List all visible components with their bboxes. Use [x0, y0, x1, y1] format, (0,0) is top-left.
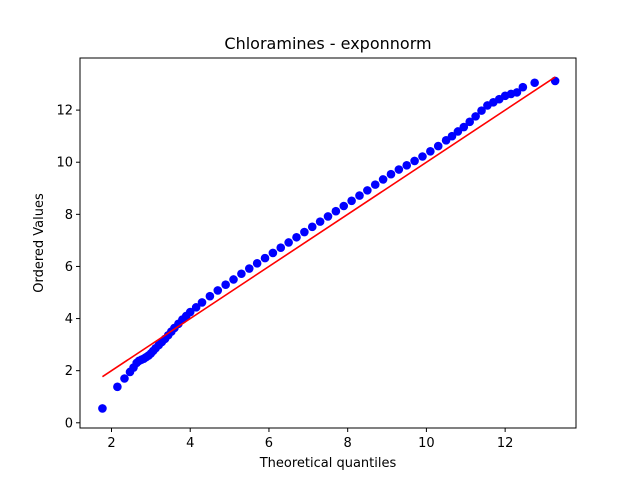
data-point [471, 112, 480, 121]
y-axis: 0 2 4 6 8 10 12 [56, 104, 80, 431]
data-point [402, 161, 412, 170]
data-point [477, 106, 486, 115]
data-point [363, 186, 372, 195]
data-point [453, 127, 463, 136]
data-point [300, 227, 309, 237]
data-point [315, 217, 325, 226]
data-point [213, 286, 223, 295]
x-tick-label: 2 [107, 436, 115, 451]
data-point [237, 269, 246, 279]
data-point [292, 232, 301, 242]
data-point [191, 303, 201, 312]
data-point [307, 222, 317, 232]
data-point [418, 152, 427, 161]
data-point [221, 280, 230, 289]
x-axis: 2 4 6 8 10 12 [107, 428, 513, 451]
data-point [268, 248, 278, 258]
data-point [459, 122, 469, 132]
data-point [347, 196, 356, 206]
x-axis-label: Theoretical quantiles [259, 456, 397, 471]
data-point [185, 307, 195, 317]
y-tick-label: 4 [65, 312, 73, 327]
data-point [512, 88, 522, 97]
data-point [331, 206, 341, 216]
data-point [426, 146, 435, 156]
data-point [378, 175, 388, 184]
data-point [205, 291, 215, 301]
y-tick-label: 8 [65, 208, 73, 223]
data-point [355, 191, 364, 200]
data-point [252, 259, 262, 268]
data-point [284, 238, 293, 247]
x-tick-label: 6 [265, 436, 273, 451]
data-point [229, 275, 238, 284]
fit-line [101, 76, 556, 378]
y-tick-label: 0 [65, 416, 73, 431]
x-tick-label: 4 [186, 436, 194, 451]
plot-area [98, 76, 560, 413]
y-tick-label: 6 [65, 260, 73, 275]
data-point [113, 382, 122, 392]
data-point [323, 212, 333, 221]
data-point [339, 201, 349, 211]
axes-frame [79, 57, 577, 429]
x-tick-label: 8 [344, 436, 352, 451]
data-point [447, 131, 457, 141]
data-point [370, 180, 380, 189]
data-point [410, 156, 419, 166]
data-point [518, 82, 528, 92]
y-tick-label: 10 [56, 156, 73, 171]
data-point [276, 243, 286, 252]
chart-title: Chloramines - exponnorm [224, 34, 431, 53]
data-point [465, 117, 475, 127]
data-point [197, 298, 207, 307]
data-point [98, 404, 107, 413]
data-point [386, 169, 396, 179]
data-point [433, 141, 443, 151]
data-point [530, 78, 539, 88]
x-tick-label: 10 [418, 436, 435, 451]
x-tick-label: 12 [497, 436, 514, 451]
data-point [244, 264, 254, 273]
y-tick-label: 12 [56, 104, 73, 119]
data-point [120, 374, 129, 383]
data-point [394, 165, 404, 174]
y-axis-label: Ordered Values [32, 193, 47, 293]
y-tick-label: 2 [65, 364, 73, 379]
data-point [260, 253, 270, 263]
